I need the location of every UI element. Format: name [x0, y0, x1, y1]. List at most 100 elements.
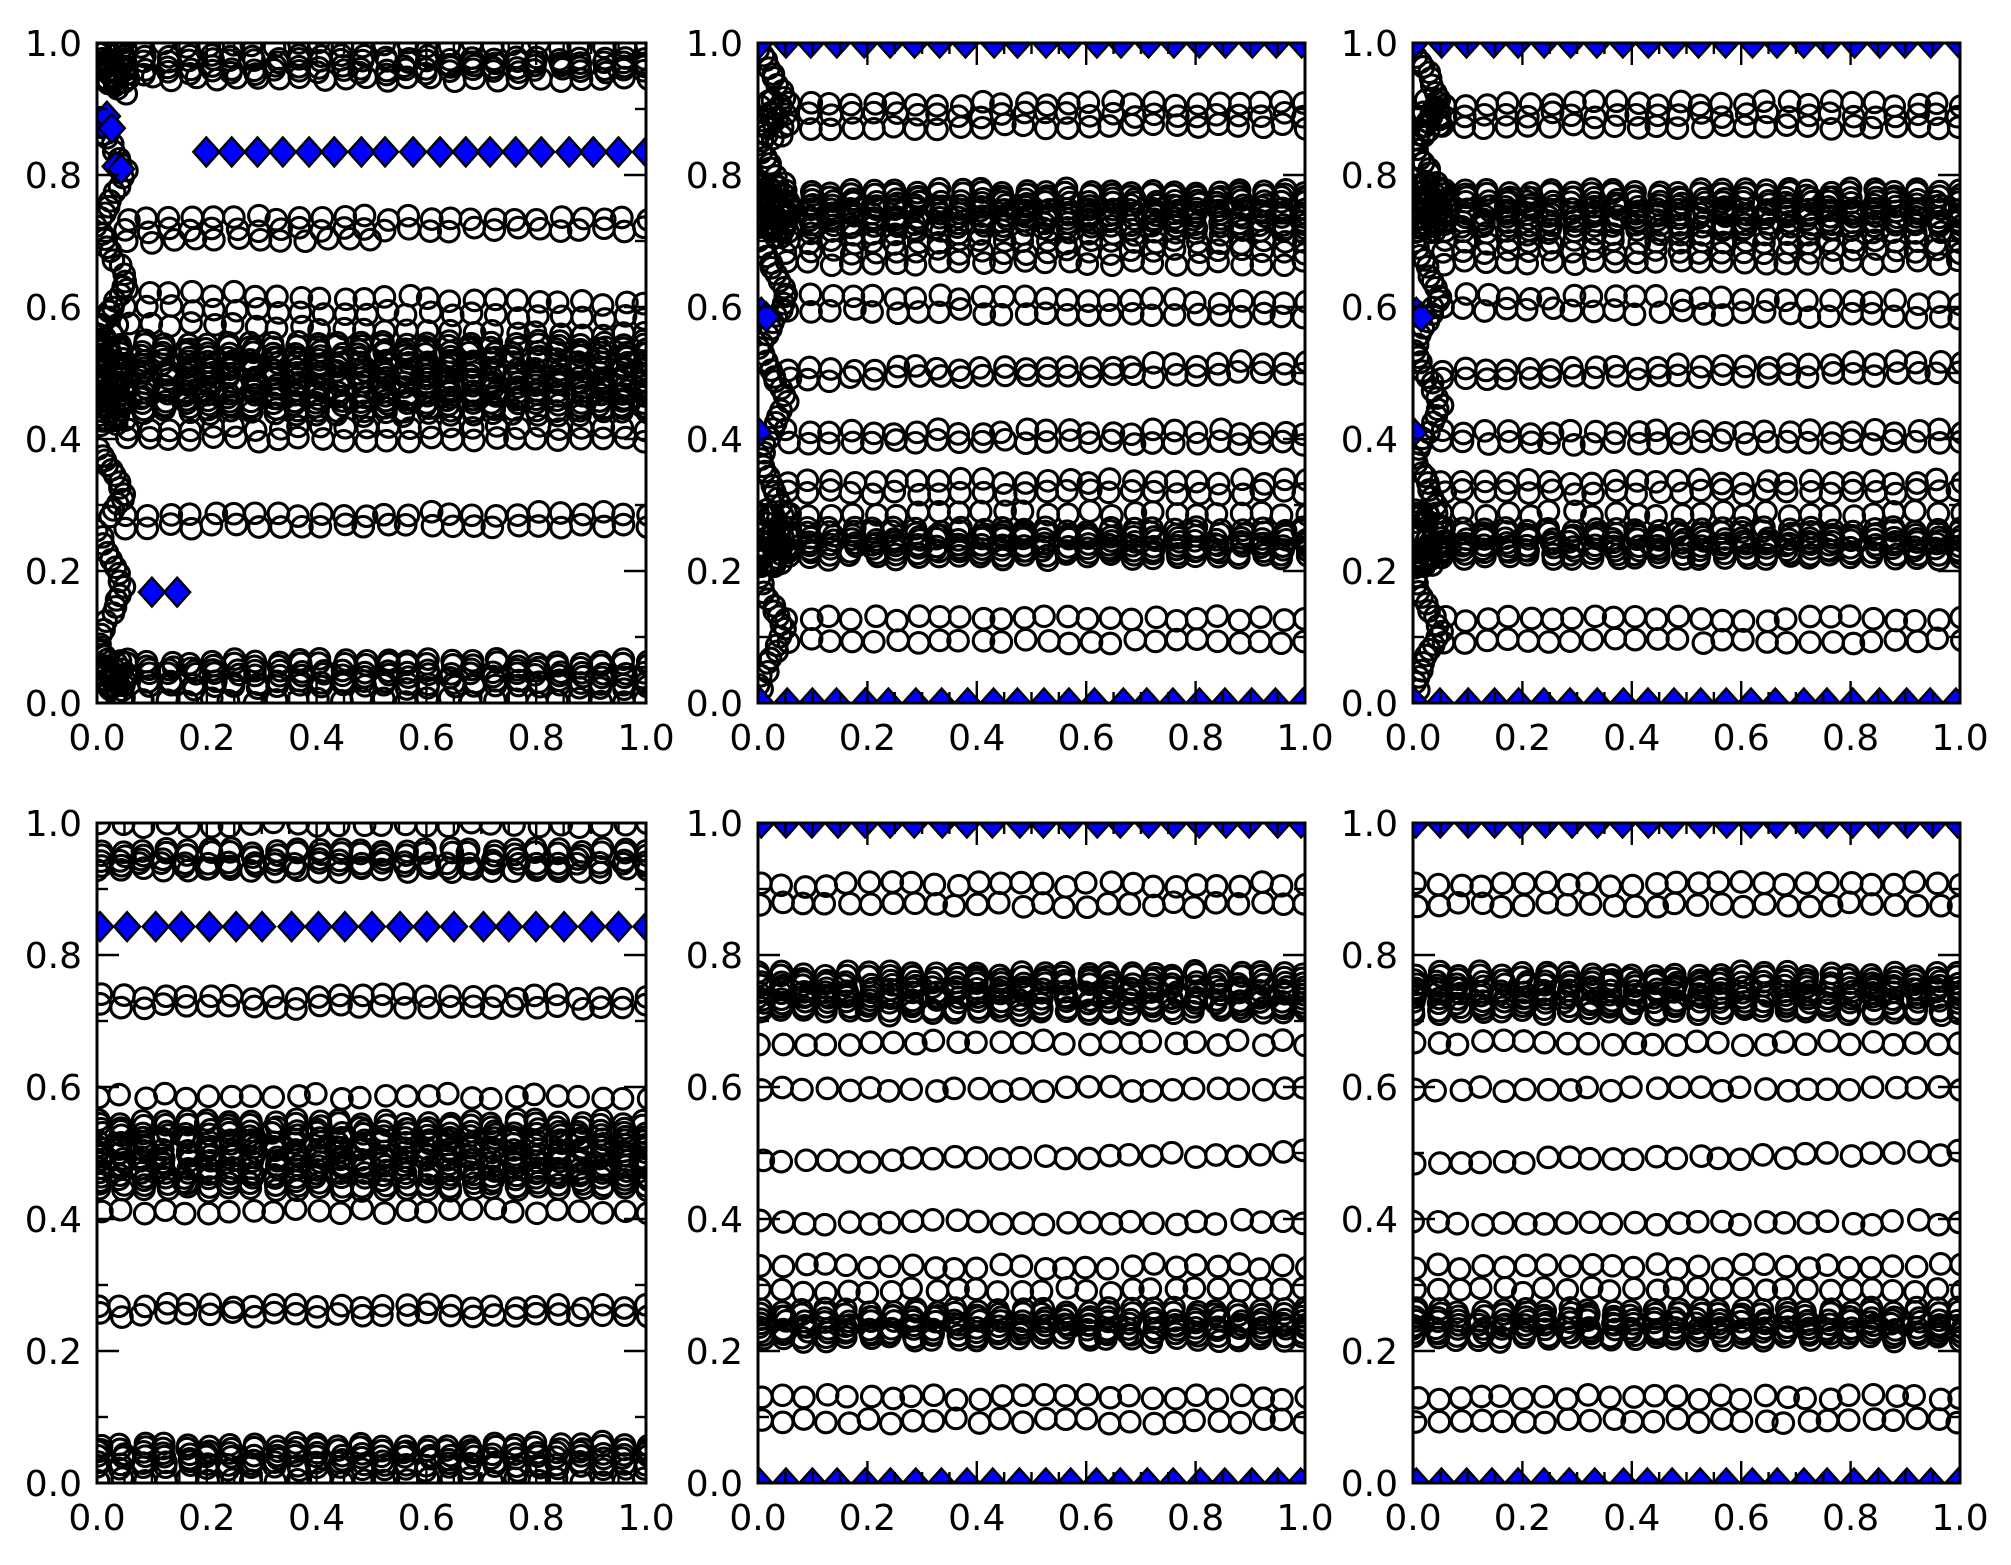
marker-layer	[758, 823, 1305, 1483]
x-tick-label: 0.4	[288, 718, 345, 759]
subplot-top-left: 0.0 0.2 0.4 0.6 0.8 1.0 0.0 0.2 0.4 0.6 0.8 1.0	[25, 24, 675, 759]
y-tick-label: 1.0	[1341, 24, 1398, 65]
x-tick-label: 0.4	[948, 718, 1005, 759]
y-tick-label: 0.2	[1341, 1332, 1398, 1373]
x-tick-label: 1.0	[1276, 718, 1333, 759]
circle-markers	[1413, 43, 1960, 702]
y-tick-label: 1.0	[25, 24, 82, 65]
x-tick-label: 0.6	[1058, 1498, 1115, 1539]
y-tick-label: 0.0	[25, 1464, 82, 1505]
marker-layer	[1413, 823, 1960, 1483]
y-tick-label: 0.6	[25, 1068, 82, 1109]
subplot-top-middle: 0.0 0.2 0.4 0.6 0.8 1.0 0.0 0.2 0.4 0.6 0.8 1.0	[686, 24, 1334, 759]
x-tick-label: 0.8	[1822, 1498, 1879, 1539]
marker-layer	[1413, 43, 1960, 703]
y-tick-label: 0.2	[25, 552, 82, 593]
x-tick-label: 0.6	[1713, 1498, 1770, 1539]
x-tick-label: 0.2	[1494, 718, 1551, 759]
x-tick-label: 1.0	[1931, 718, 1988, 759]
tick-marks	[1411, 41, 1962, 705]
subplot-top-right: 0.0 0.2 0.4 0.6 0.8 1.0 0.0 0.2 0.4 0.6 0.8 1.0	[1341, 24, 1989, 759]
tick-marks	[756, 41, 1307, 705]
x-tick-label: 0.6	[398, 718, 455, 759]
x-tick-label: 0.8	[1167, 1498, 1224, 1539]
diamond-markers	[1413, 43, 1960, 703]
tick-labels: 0.0 0.2 0.4 0.6 0.8 1.0 0.0 0.2 0.4 0.6 0.8 1.0	[1341, 24, 1989, 759]
x-tick-label: 0.4	[1603, 1498, 1660, 1539]
tick-labels: 0.0 0.2 0.4 0.6 0.8 1.0 0.0 0.2 0.4 0.6 0.8 1.0	[686, 24, 1334, 759]
marker-layer	[97, 823, 646, 1483]
subplot-bottom-left: 0.0 0.2 0.4 0.6 0.8 1.0 0.0 0.2 0.4 0.6 0.8 1.0	[25, 804, 675, 1539]
x-tick-label: 1.0	[1276, 1498, 1333, 1539]
y-tick-label: 0.8	[25, 156, 82, 197]
tick-labels: 0.0 0.2 0.4 0.6 0.8 1.0 0.0 0.2 0.4 0.6 0.8 1.0	[686, 804, 1334, 1539]
x-tick-label: 0.8	[1167, 718, 1224, 759]
tick-labels: 0.0 0.2 0.4 0.6 0.8 1.0 0.0 0.2 0.4 0.6 0.8 1.0	[25, 24, 675, 759]
x-tick-label: 0.6	[1713, 718, 1770, 759]
y-tick-label: 0.4	[1341, 420, 1398, 461]
y-tick-label: 0.8	[1341, 936, 1398, 977]
x-tick-label: 0.0	[1384, 718, 1441, 759]
y-tick-label: 0.0	[686, 1464, 743, 1505]
y-tick-label: 0.6	[686, 288, 743, 329]
y-tick-label: 0.4	[1341, 1200, 1398, 1241]
subplot-bottom-right: 0.0 0.2 0.4 0.6 0.8 1.0 0.0 0.2 0.4 0.6 0.8 1.0	[1341, 804, 1989, 1539]
y-tick-label: 0.4	[25, 420, 82, 461]
x-tick-label: 0.4	[1603, 718, 1660, 759]
y-tick-label: 0.4	[686, 1200, 743, 1241]
y-tick-label: 1.0	[686, 804, 743, 845]
circle-markers	[97, 43, 646, 703]
y-tick-label: 1.0	[25, 804, 82, 845]
y-tick-label: 0.4	[25, 1200, 82, 1241]
y-tick-label: 0.8	[686, 936, 743, 977]
axes-frame	[756, 821, 1307, 1485]
y-tick-label: 0.8	[686, 156, 743, 197]
y-tick-label: 0.6	[1341, 288, 1398, 329]
x-tick-label: 0.4	[288, 1498, 345, 1539]
x-tick-label: 0.2	[1494, 1498, 1551, 1539]
x-tick-label: 0.0	[68, 718, 125, 759]
y-tick-label: 1.0	[1341, 804, 1398, 845]
x-tick-label: 0.6	[398, 1498, 455, 1539]
y-tick-label: 0.0	[686, 684, 743, 725]
y-tick-label: 1.0	[686, 24, 743, 65]
x-tick-label: 0.0	[729, 1498, 786, 1539]
circle-markers	[758, 43, 1305, 701]
y-tick-label: 0.6	[686, 1068, 743, 1109]
y-tick-label: 0.0	[25, 684, 82, 725]
tick-marks	[1411, 821, 1962, 1485]
y-tick-label: 0.6	[1341, 1068, 1398, 1109]
tick-labels: 0.0 0.2 0.4 0.6 0.8 1.0 0.0 0.2 0.4 0.6 0.8 1.0	[1341, 804, 1989, 1539]
marker-layer	[97, 43, 646, 703]
x-tick-label: 0.8	[1822, 718, 1879, 759]
circle-markers	[1413, 870, 1960, 1435]
y-tick-label: 0.0	[1341, 1464, 1398, 1505]
circle-markers	[758, 870, 1305, 1436]
x-tick-label: 0.6	[1058, 718, 1115, 759]
y-tick-label: 0.8	[1341, 156, 1398, 197]
subplot-bottom-middle: 0.0 0.2 0.4 0.6 0.8 1.0 0.0 0.2 0.4 0.6 0.8 1.0	[686, 804, 1334, 1539]
x-tick-label: 0.0	[68, 1498, 125, 1539]
y-tick-label: 0.6	[25, 288, 82, 329]
x-tick-label: 0.2	[178, 1498, 235, 1539]
circle-markers	[97, 823, 646, 1483]
x-tick-label: 0.8	[508, 1498, 565, 1539]
y-tick-label: 0.8	[25, 936, 82, 977]
y-tick-label: 0.4	[686, 420, 743, 461]
tick-marks	[756, 821, 1307, 1485]
tick-labels: 0.0 0.2 0.4 0.6 0.8 1.0 0.0 0.2 0.4 0.6 0.8 1.0	[25, 804, 675, 1539]
y-tick-label: 0.2	[25, 1332, 82, 1373]
diamond-markers	[97, 99, 646, 609]
x-tick-label: 0.8	[508, 718, 565, 759]
tick-marks	[95, 821, 648, 1485]
x-tick-label: 0.0	[1384, 1498, 1441, 1539]
x-tick-label: 0.0	[729, 718, 786, 759]
diamond-markers	[97, 910, 646, 943]
y-tick-label: 0.0	[1341, 684, 1398, 725]
x-tick-label: 1.0	[617, 718, 674, 759]
y-tick-label: 0.2	[686, 552, 743, 593]
x-tick-label: 1.0	[1931, 1498, 1988, 1539]
x-tick-label: 0.2	[839, 1498, 896, 1539]
